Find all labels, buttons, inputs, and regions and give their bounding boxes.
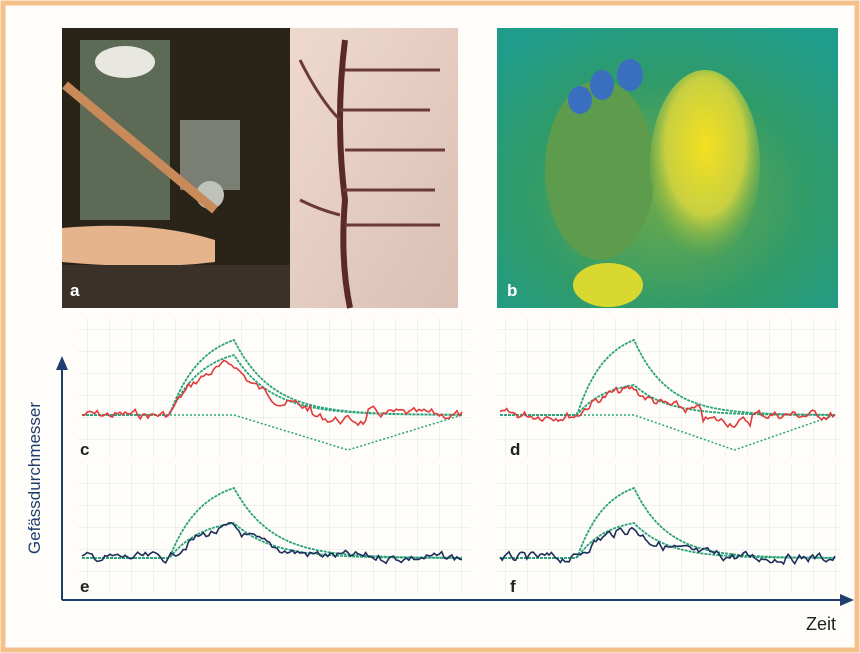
x-axis-label: Zeit — [806, 614, 836, 634]
panel-label: f — [510, 577, 516, 596]
panel-label: d — [510, 440, 520, 459]
panel-label: a — [70, 281, 80, 300]
photo-b — [497, 28, 838, 308]
panel-label: e — [80, 577, 89, 596]
photo-a — [62, 28, 458, 308]
figure: Gefässdurchmesser Zeit a b c d e f — [0, 0, 860, 653]
y-axis-label: Gefässdurchmesser — [25, 402, 44, 554]
panel-label: b — [507, 281, 517, 300]
plot-backgrounds — [78, 318, 840, 592]
panel-label: c — [80, 440, 89, 459]
